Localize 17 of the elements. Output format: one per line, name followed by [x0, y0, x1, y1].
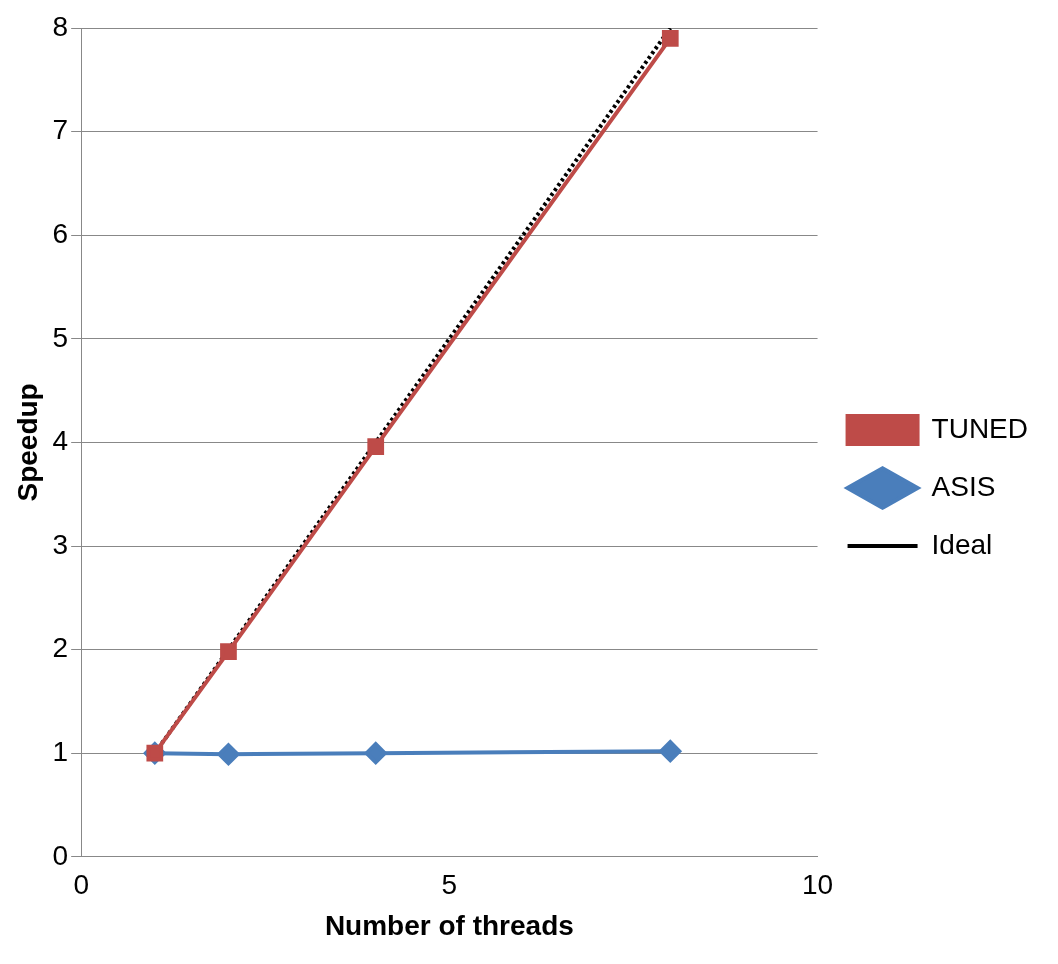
x-tick-label: 10 [801, 869, 834, 901]
legend-label: Ideal [931, 528, 993, 560]
x-axis-title: Number of threads [324, 909, 574, 941]
y-tick-label: 6 [52, 217, 69, 249]
y-tick-label: 5 [52, 321, 69, 353]
x-tick-label: 5 [441, 869, 458, 901]
y-tick-label: 3 [52, 528, 69, 560]
y-axis-title: Speedup [11, 383, 43, 502]
legend-label: TUNED [931, 412, 1029, 444]
y-tick-label: 0 [52, 839, 69, 871]
y-tick-label: 1 [52, 735, 69, 767]
y-tick-label: 7 [52, 114, 69, 146]
y-tick-label: 4 [52, 425, 69, 457]
legend-label: ASIS [931, 470, 996, 502]
x-tick-label: 0 [73, 869, 89, 901]
y-tick-label: 2 [52, 632, 69, 664]
y-tick-label: 8 [52, 10, 69, 42]
